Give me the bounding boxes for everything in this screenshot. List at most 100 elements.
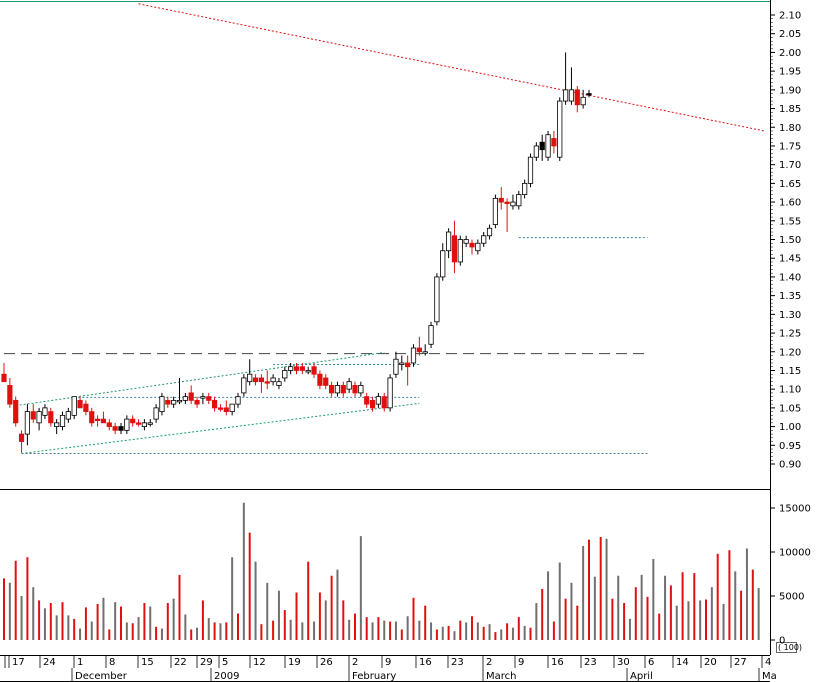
candle-body	[299, 366, 305, 371]
candle-body	[328, 385, 335, 394]
candle-body	[264, 381, 270, 384]
y-tick-label: 0.95	[779, 441, 801, 452]
x-month-label: December	[75, 671, 128, 682]
x-month-label: 2009	[214, 671, 239, 682]
candle-body	[124, 418, 130, 431]
price-overlay-lines	[4, 3, 765, 455]
candle-body	[282, 370, 288, 379]
candle-body	[258, 377, 265, 383]
candle-body	[533, 145, 539, 158]
candle-body	[557, 100, 563, 158]
y-tick-label: 1.90	[779, 85, 801, 96]
candle-body	[18, 433, 25, 442]
x-day-label: 9	[385, 657, 391, 668]
candle-body	[71, 396, 77, 416]
candle-body	[13, 399, 19, 424]
candle-body	[440, 250, 446, 278]
volume-tick-label: 0	[779, 636, 785, 647]
x-day-label: 4	[765, 657, 771, 668]
price-y-axis: 2.10 2.05 2.00 1.95 1.90 1.85 1.80 1.75 1.70 1.65…	[770, 11, 801, 471]
x-day-label: 16	[419, 657, 432, 668]
candle-body	[135, 422, 142, 425]
candle-body	[171, 399, 177, 405]
candle-body	[106, 422, 112, 427]
candle-body	[580, 96, 586, 106]
x-month-label: March	[486, 671, 516, 682]
candle-body	[30, 411, 36, 420]
candle-body	[416, 347, 422, 353]
candle-body	[522, 182, 528, 195]
y-tick-label: 2.00	[779, 48, 801, 59]
x-day-label: 12	[253, 657, 266, 668]
candle-body	[229, 403, 235, 413]
candle-body	[288, 366, 294, 371]
candle-body	[59, 414, 66, 427]
candle-body	[574, 89, 580, 106]
candle-body	[410, 347, 417, 364]
candle-body	[381, 396, 387, 409]
candle-body	[311, 366, 317, 375]
candle-body	[130, 418, 136, 424]
candle-body	[270, 377, 276, 383]
candle-body	[217, 407, 224, 410]
y-tick-label: 1.20	[779, 347, 801, 358]
y-tick-label: 1.70	[779, 160, 801, 171]
x-day-label: 27	[734, 657, 747, 668]
candle-body	[586, 93, 592, 96]
candle-body	[563, 89, 569, 102]
candle-body	[65, 411, 71, 420]
candle-body	[247, 373, 253, 383]
candle-body	[317, 373, 323, 386]
x-axis-day-labels: 17 24 1 8 15 22 29 5 12 19 26 2 9 16 23 2 9 16 23 30 6 14 20 27…	[4, 655, 771, 668]
candle-body	[475, 242, 481, 252]
candle-body	[516, 194, 522, 207]
x-day-label: 22	[174, 657, 187, 668]
candle-body	[323, 377, 329, 386]
candle-body	[463, 239, 469, 244]
volume-y-axis: 15000 10000 5000 0	[770, 504, 811, 647]
candle-body	[89, 411, 95, 424]
x-day-label: 20	[704, 657, 717, 668]
y-tick-label: 1.75	[779, 141, 801, 152]
candle-body	[352, 385, 358, 394]
x-day-label: 14	[676, 657, 689, 668]
x-day-label: 26	[320, 657, 333, 668]
y-tick-label: 1.80	[779, 123, 801, 134]
candle-body	[24, 411, 31, 435]
candle-body	[54, 422, 60, 427]
candle-body	[118, 426, 124, 431]
y-tick-label: 1.50	[779, 235, 801, 246]
candle-body	[77, 399, 83, 409]
candle-body	[141, 422, 147, 427]
candle-body	[369, 399, 376, 409]
volume-panel	[3, 502, 760, 640]
y-tick-label: 1.10	[779, 385, 801, 396]
volume-bars	[3, 502, 760, 640]
y-tick-label: 1.65	[779, 179, 801, 190]
candle-body	[276, 381, 282, 386]
x-day-label: 29	[200, 657, 213, 668]
candle-body	[445, 231, 452, 252]
candle-body	[153, 407, 159, 420]
y-tick-label: 1.55	[779, 216, 801, 227]
candle-body	[434, 276, 440, 323]
candle-body	[405, 362, 411, 368]
price-candles	[1, 52, 592, 453]
x-month-label: April	[630, 671, 653, 682]
candle-body	[112, 426, 118, 431]
candle-body	[252, 377, 259, 383]
candle-body	[492, 197, 499, 225]
candle-body	[527, 156, 534, 184]
candle-body	[422, 351, 428, 354]
candle-body	[481, 235, 487, 244]
candle-body	[340, 385, 346, 394]
x-day-label: 19	[288, 657, 301, 668]
x-day-label: 8	[109, 657, 115, 668]
candle-body	[235, 396, 241, 405]
candle-body	[387, 377, 393, 409]
candle-body	[498, 197, 504, 203]
candle-body	[305, 370, 311, 373]
x-day-label: 1	[77, 657, 83, 668]
volume-tick-label: 5000	[779, 592, 804, 603]
